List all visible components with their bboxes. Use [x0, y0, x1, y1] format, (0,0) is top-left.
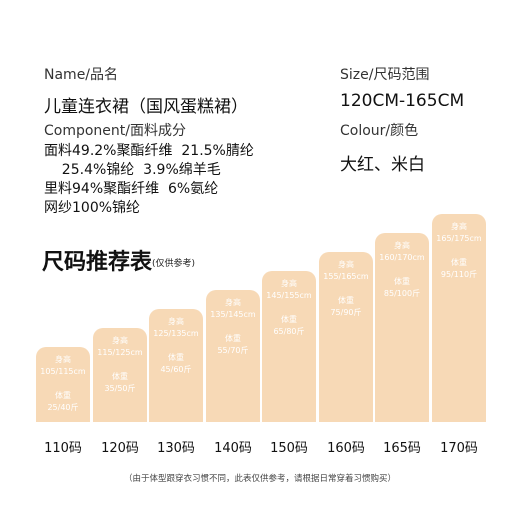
size-bar-170码: 身高 165/175cm 体重 95/110斤 [432, 214, 486, 422]
size-bar-165码: 身高 160/170cm 体重 85/100斤 [375, 233, 429, 422]
size-range-value: 120CM-165CM [340, 91, 465, 111]
height-value: 165/175cm [436, 234, 482, 243]
weight-value: 85/100斤 [383, 289, 421, 298]
colour-value: 大红、米白 [340, 155, 425, 175]
name-value: 儿童连衣裙（国风蛋糕裙） [44, 97, 248, 117]
footnote: （由于体型跟穿衣习惯不同，此表仅供参考，请根据日常穿着习惯购买） [123, 474, 396, 484]
size-label: 120码 [101, 441, 139, 456]
weight-label: 体重 [225, 334, 241, 343]
weight-value: 95/110斤 [440, 270, 478, 279]
size-bar-140码: 身高 135/145cm 体重 55/70斤 [206, 290, 260, 422]
height-value: 145/155cm [266, 291, 312, 300]
size-bar-120码: 身高 115/125cm 体重 35/50斤 [93, 328, 147, 422]
weight-value: 55/70斤 [217, 346, 249, 355]
size-label: 130码 [157, 441, 195, 456]
component-line-3: 里料94%聚酯纤维 6%氨纶 [44, 181, 219, 197]
weight-value: 35/50斤 [104, 384, 136, 393]
size-bar-160码: 身高 155/165cm 体重 75/90斤 [319, 252, 373, 422]
height-label: 身高 [451, 222, 467, 231]
height-value: 155/165cm [323, 272, 369, 281]
size-label: 160码 [327, 441, 365, 456]
weight-label: 体重 [112, 372, 128, 381]
size-bar-130码: 身高 125/135cm 体重 45/60斤 [149, 309, 203, 422]
weight-label: 体重 [338, 296, 354, 305]
weight-value: 65/80斤 [273, 327, 305, 336]
weight-label: 体重 [168, 353, 184, 362]
height-label: 身高 [225, 298, 241, 307]
size-range-label: Size/尺码范围 [340, 67, 430, 83]
height-value: 160/170cm [379, 253, 425, 262]
size-label: 110码 [44, 441, 82, 456]
weight-label: 体重 [394, 277, 410, 286]
size-chart-title: 尺码推荐表 [42, 250, 153, 275]
weight-label: 体重 [281, 315, 297, 324]
height-label: 身高 [168, 317, 184, 326]
height-value: 105/115cm [40, 367, 86, 376]
component-label: Component/面料成分 [44, 123, 186, 139]
height-value: 125/135cm [153, 329, 199, 338]
height-value: 135/145cm [210, 310, 256, 319]
size-bar-150码: 身高 145/155cm 体重 65/80斤 [262, 271, 316, 422]
size-label: 165码 [383, 441, 421, 456]
weight-value: 25/40斤 [47, 403, 79, 412]
height-label: 身高 [281, 279, 297, 288]
component-line-2: 25.4%锦纶 3.9%绵羊毛 [44, 162, 221, 178]
height-label: 身高 [394, 241, 410, 250]
size-label: 150码 [270, 441, 308, 456]
colour-label: Colour/颜色 [340, 123, 419, 139]
size-label: 140码 [214, 441, 252, 456]
height-value: 115/125cm [97, 348, 143, 357]
size-label: 170码 [440, 441, 478, 456]
weight-label: 体重 [451, 258, 467, 267]
component-line-1: 面料49.2%聚酯纤维 21.5%腈纶 [44, 143, 254, 159]
name-label: Name/品名 [44, 67, 119, 83]
size-chart-subtitle: (仅供参考) [152, 259, 196, 269]
height-label: 身高 [338, 260, 354, 269]
size-bar-110码: 身高 105/115cm 体重 25/40斤 [36, 347, 90, 422]
weight-value: 45/60斤 [160, 365, 192, 374]
height-label: 身高 [112, 336, 128, 345]
component-line-4: 网纱100%锦纶 [44, 200, 141, 216]
weight-value: 75/90斤 [330, 308, 362, 317]
height-label: 身高 [55, 355, 71, 364]
weight-label: 体重 [55, 391, 71, 400]
